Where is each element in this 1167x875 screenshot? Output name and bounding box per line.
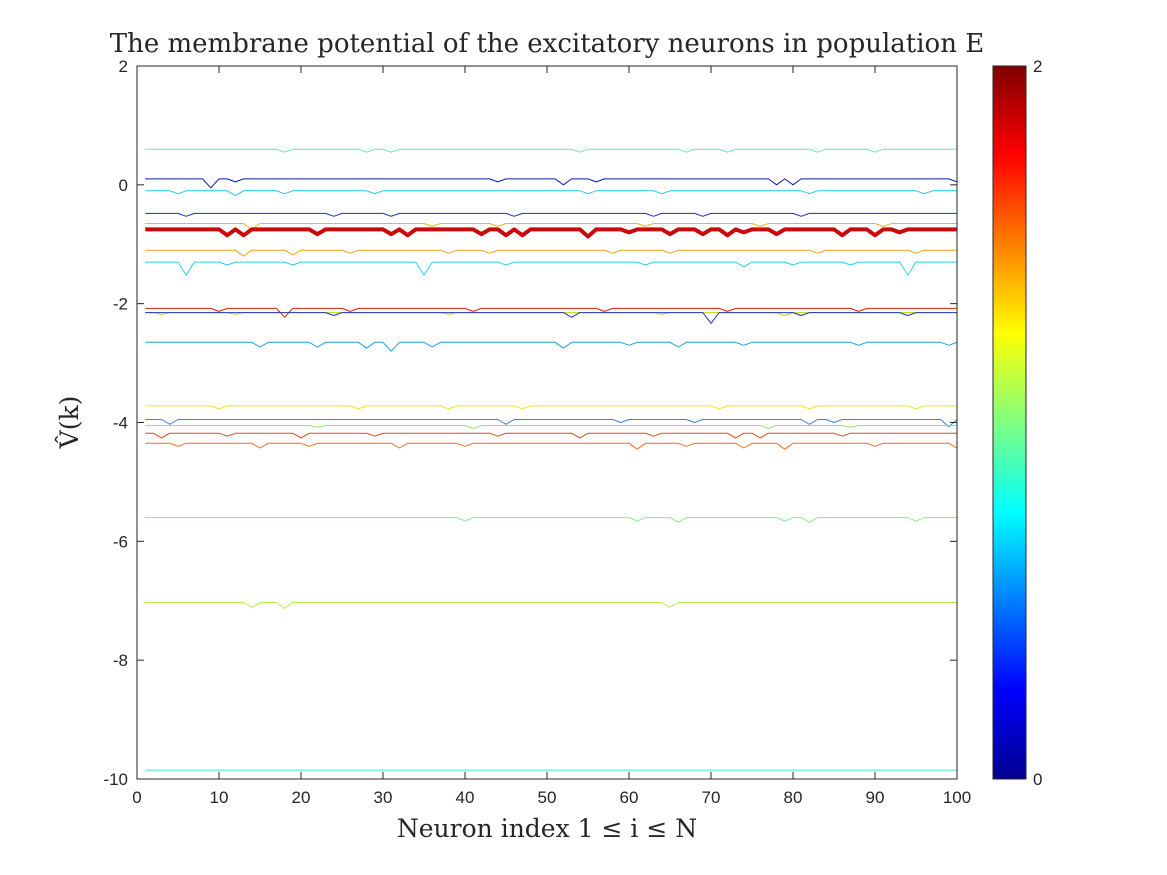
- series-line-4: [145, 212, 957, 217]
- x-tick-label: 80: [784, 788, 803, 807]
- x-tick-label: 90: [866, 788, 885, 807]
- chart-title: The membrane potential of the excitatory…: [110, 29, 984, 59]
- x-tick-label: 20: [292, 788, 311, 807]
- series-line-18: [145, 517, 957, 523]
- series-line-6: [145, 227, 957, 239]
- colorbar: [992, 65, 1027, 780]
- y-tick-label: -8: [113, 651, 128, 670]
- series-line-17: [145, 442, 957, 450]
- series-line-1: [145, 148, 957, 153]
- y-tick-label: -10: [103, 770, 128, 789]
- x-tick-label: 100: [943, 788, 971, 807]
- series-group: [145, 148, 957, 771]
- y-tick-label: 2: [119, 57, 128, 76]
- x-axis-label: Neuron index 1 ≤ i ≤ N: [397, 814, 697, 843]
- y-axis-label: V̂(k): [55, 396, 84, 450]
- plot-area: [137, 66, 957, 779]
- y-tick-label: -4: [113, 414, 128, 433]
- series-line-19: [145, 602, 957, 609]
- y-tick-label: -6: [113, 532, 128, 551]
- series-line-5: [145, 223, 957, 230]
- colorbar-ticks: 02: [1021, 57, 1042, 789]
- series-line-3: [145, 190, 957, 196]
- series-line-12: [145, 341, 957, 352]
- x-tick-label: 50: [538, 788, 557, 807]
- series-line-16: [145, 432, 957, 439]
- series-line-13: [145, 405, 957, 410]
- colorbar-tick-label: 0: [1033, 770, 1042, 789]
- series-line-8: [145, 261, 957, 276]
- y-axis: -10 -8 -6 -4 -2 0 2: [103, 57, 957, 789]
- x-axis: 0 10 20 30 40 50 60 70 80 90 100: [132, 66, 971, 807]
- series-line-7: [145, 249, 957, 257]
- series-line-11: [145, 312, 957, 324]
- x-tick-label: 10: [210, 788, 229, 807]
- series-line-2: [145, 178, 957, 189]
- series-line-15: [145, 425, 957, 429]
- x-tick-label: 30: [374, 788, 393, 807]
- x-tick-label: 60: [620, 788, 639, 807]
- colorbar-tick-label: 2: [1033, 57, 1042, 76]
- x-tick-label: 70: [702, 788, 721, 807]
- x-tick-label: 0: [132, 788, 141, 807]
- y-tick-label: 0: [119, 176, 128, 195]
- x-tick-label: 40: [456, 788, 475, 807]
- y-tick-label: -2: [113, 295, 128, 314]
- series-line-14: [145, 419, 957, 428]
